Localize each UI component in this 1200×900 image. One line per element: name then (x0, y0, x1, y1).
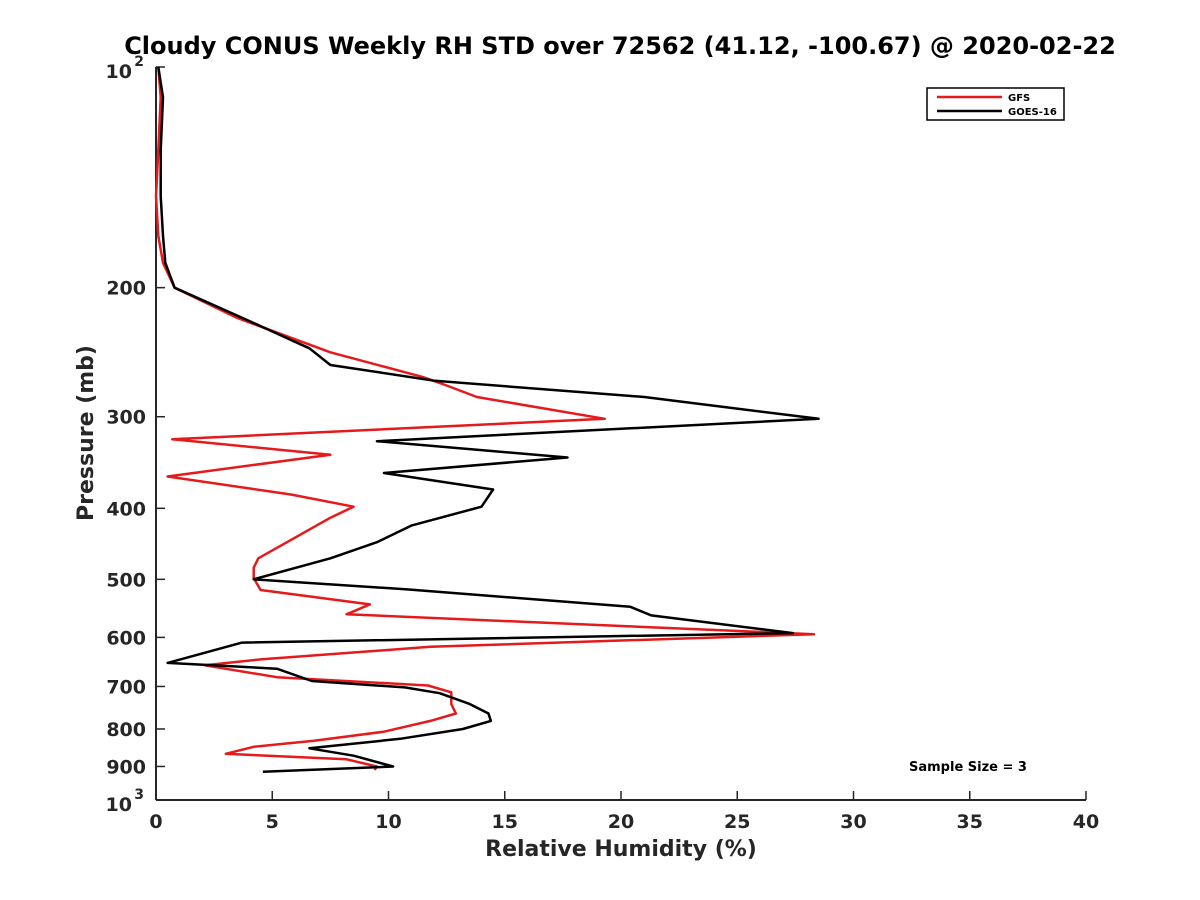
series-line-goes16 (157, 66, 820, 773)
sample-size-annotation: Sample Size = 3 (909, 760, 1027, 775)
x-tick-label: 25 (724, 811, 750, 833)
y-tick-label: 400 (106, 498, 146, 520)
plot-area: 0 5 10 15 20 25 30 35 40 10 220030040050060070080… (106, 54, 1100, 833)
x-ticks: 0 5 10 15 20 25 30 35 40 (149, 791, 1099, 833)
series-group (154, 66, 820, 773)
x-tick-label: 10 (375, 811, 401, 833)
y-tick-label: 10 (106, 794, 132, 816)
x-tick-label: 30 (840, 811, 866, 833)
y-tick-label: 10 (106, 61, 132, 83)
y-tick-label: 900 (106, 756, 146, 778)
legend: GFS GOES-16 (926, 87, 1065, 121)
x-tick-label: 40 (1073, 811, 1099, 833)
chart-title: Cloudy CONUS Weekly RH STD over 72562 (4… (124, 32, 1116, 60)
y-tick-exponent: 3 (134, 787, 144, 803)
x-tick-label: 0 (149, 811, 162, 833)
y-tick-label: 200 (106, 278, 146, 300)
y-tick-label: 300 (106, 407, 146, 429)
y-tick-label: 600 (106, 627, 146, 649)
x-tick-label: 35 (957, 811, 983, 833)
x-tick-label: 15 (492, 811, 518, 833)
y-tick-label: 700 (106, 676, 146, 698)
series-line-gfs (154, 66, 816, 771)
legend-box (926, 87, 1065, 121)
x-tick-label: 5 (266, 811, 279, 833)
legend-label-gfs: GFS (1008, 93, 1030, 104)
legend-label-goes16: GOES-16 (1008, 107, 1057, 118)
x-axis-label: Relative Humidity (%) (485, 837, 757, 862)
x-tick-label: 20 (608, 811, 634, 833)
y-axis-label: Pressure (mb) (74, 345, 99, 521)
y-tick-label: 500 (106, 569, 146, 591)
y-tick-exponent: 2 (134, 54, 144, 70)
y-tick-label: 800 (106, 719, 146, 741)
